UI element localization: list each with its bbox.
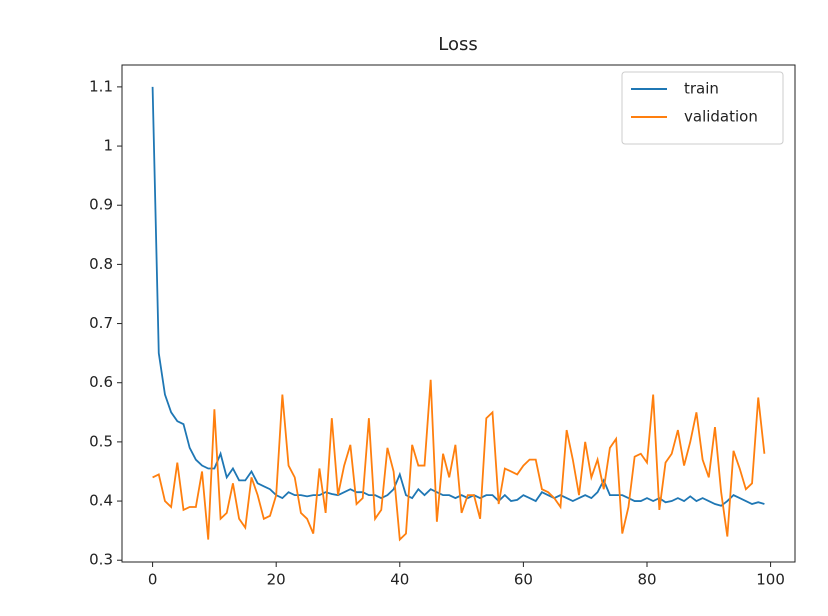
y-tick-label: 0.8 xyxy=(89,255,113,273)
chart-title: Loss xyxy=(438,34,477,55)
x-tick-label: 20 xyxy=(267,571,286,589)
y-tick-label: 0.4 xyxy=(89,492,113,510)
x-tick-label: 100 xyxy=(756,571,785,589)
y-tick-label: 1 xyxy=(103,137,113,155)
y-tick-label: 0.7 xyxy=(89,314,113,332)
x-tick-label: 60 xyxy=(514,571,533,589)
legend-label: validation xyxy=(684,108,758,126)
legend-label: train xyxy=(684,80,719,98)
plot-frame xyxy=(121,64,796,563)
y-tick-label: 0.3 xyxy=(89,551,113,569)
y-tick-label: 0.6 xyxy=(89,373,113,391)
x-tick-label: 80 xyxy=(637,571,656,589)
x-tick-label: 40 xyxy=(390,571,409,589)
x-tick-label: 0 xyxy=(148,571,158,589)
line-series xyxy=(152,379,766,542)
y-tick-label: 0.5 xyxy=(89,432,113,450)
y-tick-label: 1.1 xyxy=(89,77,113,95)
y-tick-label: 0.9 xyxy=(89,196,113,214)
line-series xyxy=(151,86,765,507)
